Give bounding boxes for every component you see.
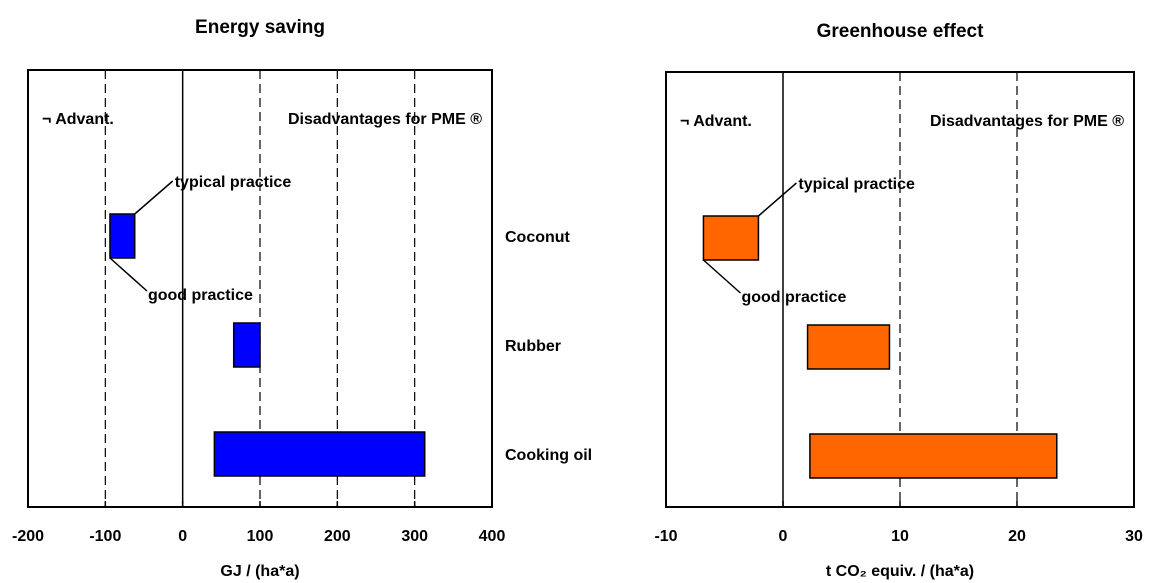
x-tick-label: -100 bbox=[89, 528, 121, 545]
plot-frame bbox=[665, 71, 1135, 508]
disadvantage-note: Disadvantages for PME ® bbox=[288, 111, 482, 128]
bar bbox=[232, 322, 261, 368]
x-tick-label: 20 bbox=[1008, 528, 1026, 545]
x-tick-label: 0 bbox=[178, 528, 187, 545]
annotation: typical practice bbox=[175, 174, 292, 191]
x-tick-label: 30 bbox=[1125, 528, 1143, 545]
plot-frame bbox=[27, 69, 493, 508]
x-axis-label: GJ / (ha*a) bbox=[220, 563, 299, 580]
advantage-note: ¬ Advant. bbox=[42, 111, 114, 128]
category-label: Rubber bbox=[505, 338, 561, 355]
x-tick-label: 0 bbox=[779, 528, 788, 545]
disadvantage-note: Disadvantages for PME ® bbox=[930, 113, 1124, 130]
category-label: Cooking oil bbox=[505, 447, 592, 464]
x-tick-label: 10 bbox=[891, 528, 909, 545]
leader-line bbox=[134, 180, 174, 215]
leader-line bbox=[109, 257, 148, 292]
x-tick-label: 400 bbox=[479, 528, 506, 545]
chart-title: Energy saving bbox=[195, 17, 325, 38]
x-axis-label: t CO₂ equiv. / (ha*a) bbox=[826, 563, 974, 580]
bar bbox=[213, 431, 426, 477]
annotation: good practice bbox=[148, 287, 253, 304]
bar bbox=[702, 215, 760, 261]
x-tick-label: -10 bbox=[654, 528, 677, 545]
x-tick-label: 300 bbox=[401, 528, 428, 545]
bar bbox=[809, 433, 1058, 479]
annotation: good practice bbox=[741, 289, 846, 306]
x-tick-label: 200 bbox=[324, 528, 351, 545]
leader-line bbox=[702, 259, 741, 294]
x-tick-label: 100 bbox=[247, 528, 274, 545]
advantage-note: ¬ Advant. bbox=[680, 113, 752, 130]
category-label: Coconut bbox=[505, 229, 571, 246]
annotation: typical practice bbox=[798, 176, 915, 193]
x-tick-label: -200 bbox=[12, 528, 44, 545]
chart-title: Greenhouse effect bbox=[817, 21, 984, 42]
bar bbox=[806, 324, 891, 370]
bar bbox=[109, 213, 136, 259]
leader-line bbox=[757, 182, 797, 217]
